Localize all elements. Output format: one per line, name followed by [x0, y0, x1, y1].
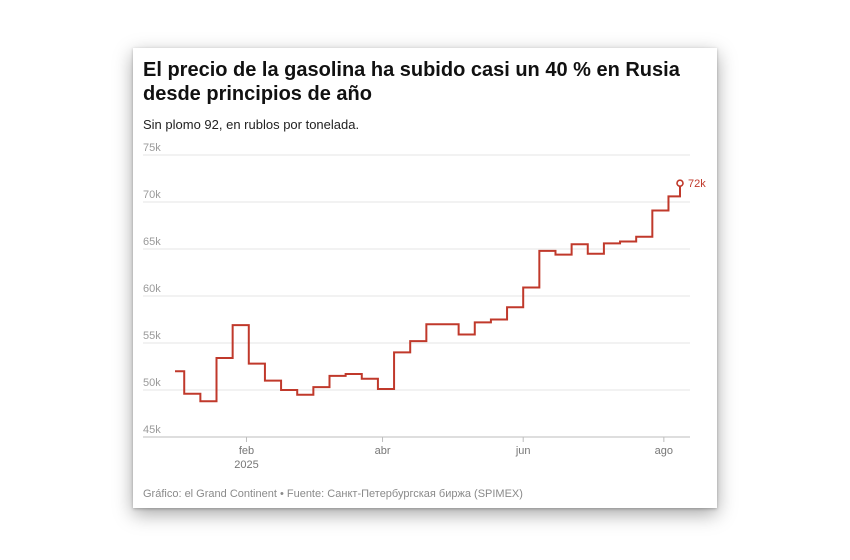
chart-subtitle: Sin plomo 92, en rublos por tonelada. — [143, 117, 360, 132]
y-tick-label: 75k — [143, 142, 161, 154]
x-axis-ticks: feb 2025 abr jun ago — [234, 437, 673, 468]
y-tick-label: 50k — [143, 377, 161, 389]
gridlines — [143, 154, 690, 438]
x-tick-label: feb — [239, 445, 254, 457]
series-group — [175, 183, 681, 403]
y-tick-label: 65k — [143, 236, 161, 248]
x-tick-label: ago — [655, 445, 673, 457]
chart-card: El precio de la gasolina ha subido casi … — [133, 48, 717, 508]
chart-title: El precio de la gasolina ha subido casi … — [143, 59, 680, 105]
end-point-marker — [676, 179, 684, 187]
x-tick-label: abr — [375, 445, 391, 457]
chart-source: Gráfico: el Grand Continent • Fuente: Са… — [143, 488, 523, 500]
end-value-label: 72k — [688, 178, 706, 190]
line-chart: 75k 70k 65k 60k 55k 50k 45k feb 2025 abr jun ago 7… — [143, 142, 706, 468]
end-marker: 72k — [676, 178, 706, 190]
y-tick-label: 70k — [143, 189, 161, 201]
x-tick-label: jun — [515, 445, 531, 457]
x-tick-sublabel: 2025 — [234, 459, 258, 468]
y-axis-ticks: 75k 70k 65k 60k 55k 50k 45k — [143, 142, 161, 436]
series-line — [175, 183, 681, 403]
y-tick-label: 45k — [143, 424, 161, 436]
y-tick-label: 55k — [143, 330, 161, 342]
y-tick-label: 60k — [143, 283, 161, 295]
